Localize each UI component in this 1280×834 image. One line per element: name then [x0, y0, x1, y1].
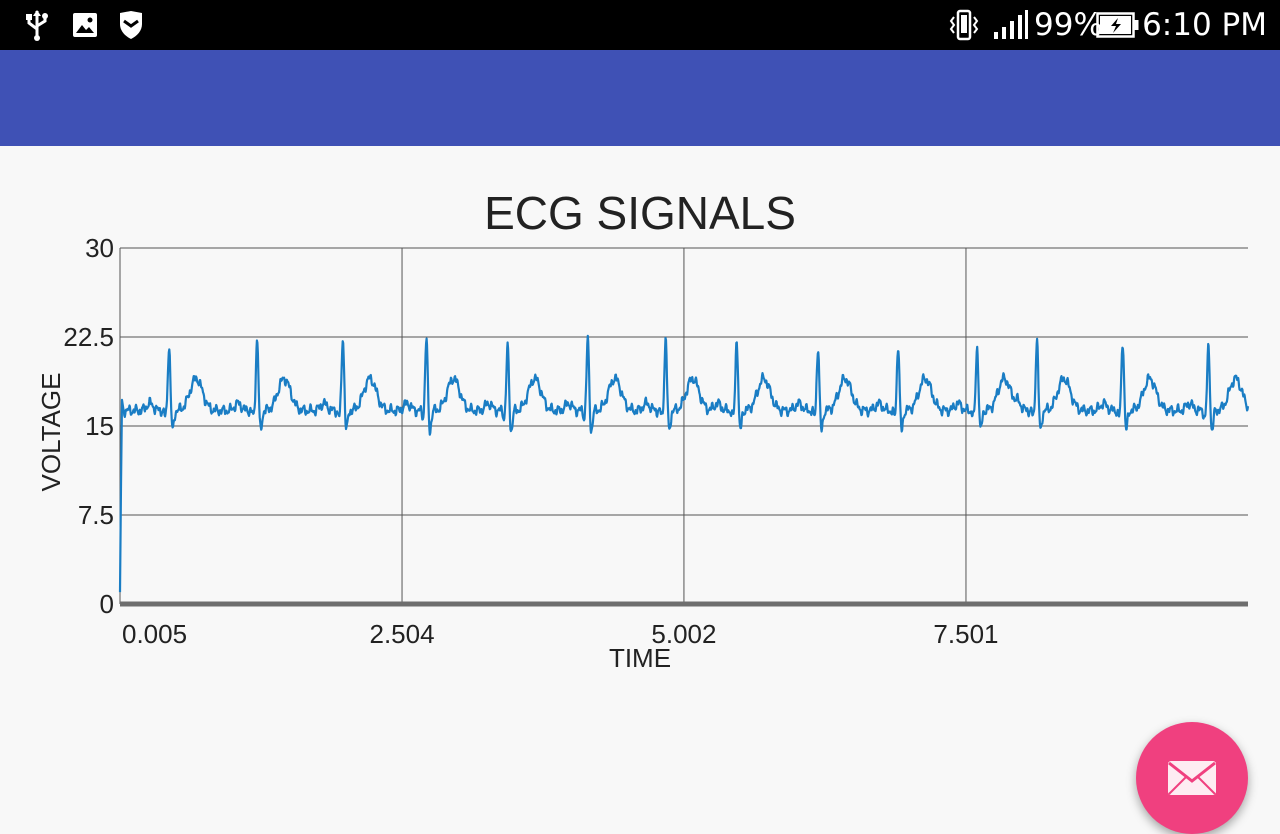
- y-axis-label: VOLTAGE: [36, 373, 66, 492]
- vibrate-icon: [949, 9, 979, 41]
- y-axis-ticks: 0 7.5 15 22.5 30: [63, 233, 114, 619]
- y-tick-label: 22.5: [63, 322, 114, 352]
- status-time: 6:10 PM: [1142, 7, 1267, 43]
- content-area: ECG SIGNALS 0 7.5 15 22.5 30 0.005 2.504 5.002…: [0, 146, 1280, 834]
- y-tick-label: 7.5: [78, 500, 114, 530]
- image-icon: [73, 13, 97, 37]
- mail-icon: [1168, 761, 1216, 795]
- ecg-chart: ECG SIGNALS 0 7.5 15 22.5 30 0.005 2.504 5.002…: [36, 187, 1250, 673]
- y-tick-label: 0: [100, 589, 114, 619]
- send-email-fab[interactable]: [1136, 722, 1248, 834]
- x-tick-label: 7.501: [933, 619, 998, 649]
- x-axis-ticks: 0.005 2.504 5.002 7.501: [122, 619, 999, 649]
- x-tick-label: 0.005: [122, 619, 187, 649]
- battery-percent: 99%: [1034, 7, 1103, 43]
- ecg-series-line: [118, 334, 1250, 593]
- usb-icon: [26, 10, 48, 41]
- x-tick-label: 5.002: [651, 619, 716, 649]
- signal-icon: [994, 10, 1028, 39]
- y-tick-label: 15: [85, 411, 114, 441]
- chart-grid: [119, 247, 1248, 605]
- status-bar: 99% 6:10 PM: [0, 0, 1280, 50]
- chart-title: ECG SIGNALS: [484, 187, 796, 239]
- app-bar: [0, 50, 1280, 146]
- shield-icon: [120, 11, 142, 39]
- y-tick-label: 30: [85, 233, 114, 263]
- battery-charging-icon: [1096, 12, 1139, 38]
- x-tick-label: 2.504: [369, 619, 434, 649]
- x-axis-label: TIME: [609, 643, 671, 673]
